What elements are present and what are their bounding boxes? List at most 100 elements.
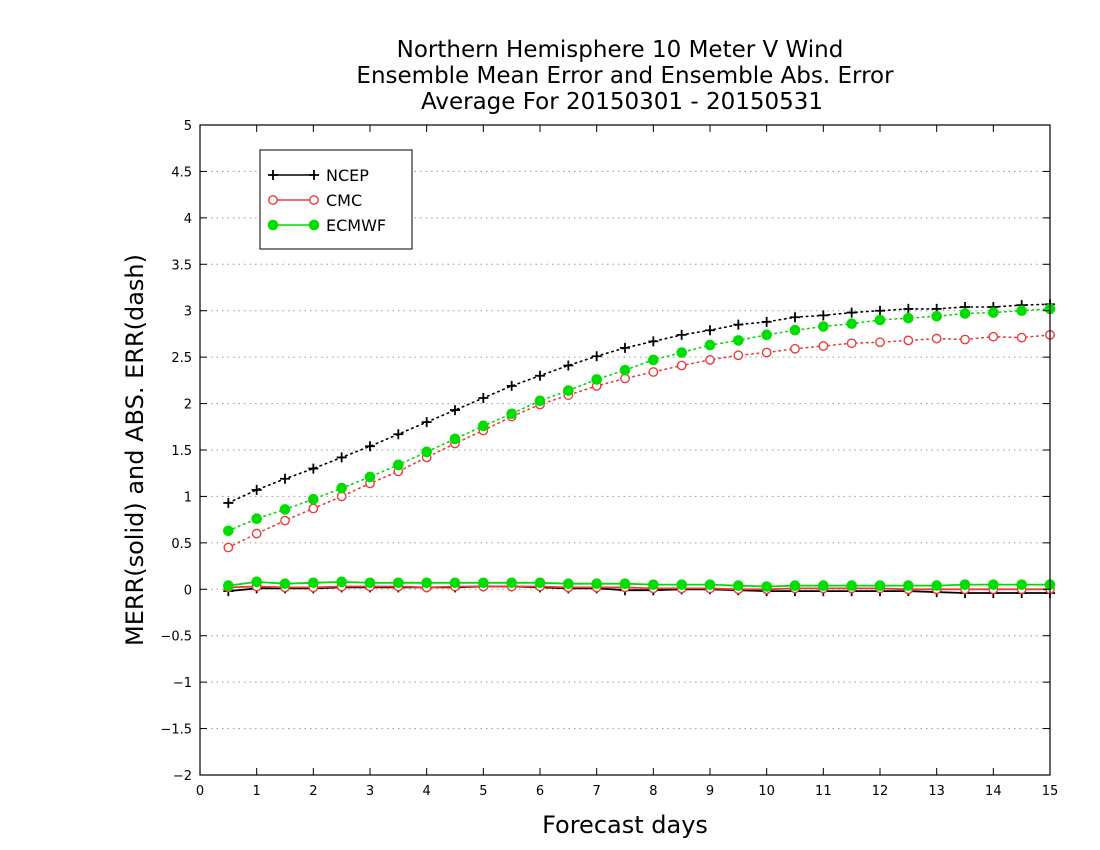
ecmwf-mean-err-point [393,577,404,589]
ecmwf-mean-err-point [449,577,461,589]
ecmwf-mean-err-point [619,578,631,590]
ecmwf-mean-err-point [818,580,829,591]
cmc-abs-err-point [875,337,885,348]
y-tick-label: 5 [184,119,192,134]
ncep-abs-err-point [875,305,885,316]
cmc-abs-err-point [790,343,800,354]
ecmwf-abs-err-point [393,459,404,471]
ecmwf-mean-err-point [874,580,886,591]
chart-title: Northern Hemisphere 10 Meter V Wind Ense… [356,37,894,115]
series-ecmwf [223,303,1056,592]
ncep-abs-err-point [478,393,489,403]
cmc-abs-err-point [931,333,942,344]
ecmwf-abs-err-point [733,335,744,346]
ecmwf-abs-err-point [818,321,829,332]
ecmwf-abs-err-point [761,329,772,341]
ecmwf-mean-err-point [903,580,914,591]
legend-label-ncep: NCEP [326,166,369,185]
x-tick-label: 8 [649,784,657,799]
ecmwf-mean-err-point [761,581,772,592]
y-tick-label: 2 [184,398,192,413]
cmc-abs-err-line [227,334,1051,549]
axis-ticks: 54.543.532.521.510.50−0.5−1−1.5−20 1 2 3 4 5 6… [160,119,1058,799]
ecmwf-mean-err-point [308,577,319,589]
ecmwf-mean-err-point [534,577,546,589]
series-ncep [223,299,1055,598]
ecmwf-abs-err-point [846,318,857,330]
ecmwf-mean-err-point [421,577,432,589]
ecmwf-abs-err-point [251,513,262,525]
ncep-abs-err-line [227,303,1051,504]
cmc-abs-err-point [960,334,970,345]
x-tick-label: 4 [423,784,431,799]
cmc-abs-err-point [676,360,687,371]
ecmwf-abs-err-point [308,493,319,505]
y-tick-label: 3.5 [171,258,192,273]
cmc-abs-err-point [903,335,914,346]
ncep-abs-err-point [421,417,432,428]
y-tick-label: 1 [184,490,192,505]
ecmwf-abs-err-point [364,471,376,483]
y-tick-label: −0.5 [160,630,192,645]
ecmwf-mean-err-point [789,580,801,591]
x-tick-label: 13 [928,784,945,799]
ncep-abs-err-point [308,463,319,474]
series-cmc [223,329,1055,595]
ecmwf-mean-err-point [648,579,659,590]
x-tick-label: 5 [479,784,487,799]
x-tick-label: 0 [196,784,204,799]
ecmwf-mean-err-point [959,579,971,590]
cmc-abs-err-point [336,491,347,502]
legend: NCEP CMC ECMWF [259,149,413,250]
cmc-abs-err-point [223,542,234,553]
ecmwf-mean-err-point [591,578,602,590]
y-tick-label: −2 [173,769,192,784]
ecmwf-mean-err-point [506,577,517,589]
y-tick-label: 0 [184,583,192,598]
x-tick-label: 2 [309,784,317,799]
y-tick-label: 4 [184,212,192,227]
x-tick-label: 14 [985,784,1002,799]
y-tick-label: 4.5 [171,165,192,180]
ncep-abs-err-point [591,351,602,362]
ecmwf-abs-err-point [874,314,886,326]
ncep-abs-err-point [251,484,262,495]
cmc-abs-err-point [280,515,290,526]
legend-entry-ncep: NCEP [268,166,369,185]
ncep-abs-err-point [563,360,574,371]
x-tick-label: 12 [872,784,889,799]
ncep-abs-err-point [223,497,234,508]
cmc-abs-err-point [761,347,772,358]
legend-label-ecmwf: ECMWF [326,216,386,235]
grid [200,170,1050,730]
ecmwf-mean-err-point [478,577,489,589]
x-tick-label: 11 [815,784,832,799]
ncep-abs-err-point [761,316,772,327]
ecmwf-mean-err-point [223,580,234,591]
ncep-abs-err-point [450,405,460,416]
x-tick-label: 10 [758,784,775,799]
legend-marker-ncep [309,170,319,180]
ncep-abs-err-point [818,310,829,321]
ncep-abs-err-point [846,307,857,318]
cmc-abs-err-point [818,341,829,351]
ecmwf-mean-err-point [1016,579,1027,590]
y-tick-label: −1 [173,676,192,691]
cmc-abs-err-point [620,373,630,384]
ncep-abs-err-point [620,342,630,353]
ncep-abs-err-point [336,452,347,463]
series-layer [223,299,1056,598]
legend-marker-cmc [268,195,278,205]
x-tick-label: 7 [593,784,601,799]
ecmwf-abs-err-point [223,525,234,537]
x-tick-label: 3 [366,784,374,799]
y-tick-label: 2.5 [171,351,192,366]
ecmwf-abs-err-point [449,433,461,445]
ecmwf-abs-err-point [648,354,659,366]
cmc-abs-err-point [251,528,262,539]
ecmwf-mean-err-point [704,579,716,590]
legend-entry-ecmwf: ECMWF [267,216,386,235]
ncep-abs-err-point [393,429,404,440]
ncep-abs-err-point [648,336,659,347]
